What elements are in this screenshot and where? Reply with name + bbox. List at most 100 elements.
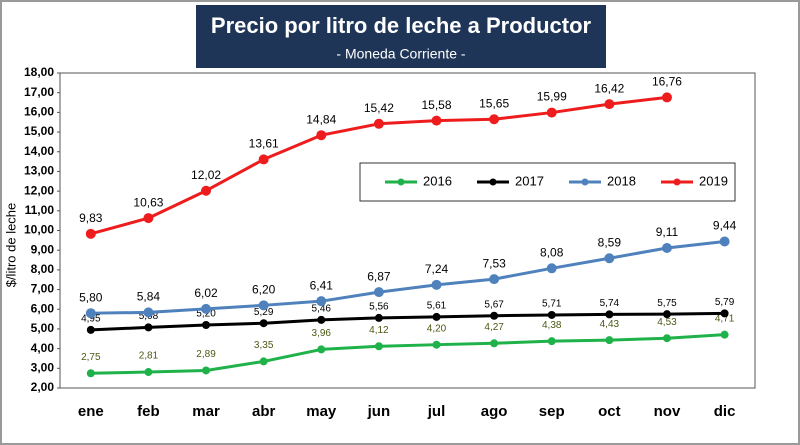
y-tick-label: 16,00	[24, 105, 54, 119]
data-label: 9,11	[656, 225, 679, 239]
data-point	[143, 307, 154, 318]
data-point	[490, 311, 499, 320]
data-point	[720, 330, 729, 339]
data-label: 5,84	[137, 290, 161, 304]
data-point	[144, 368, 153, 377]
legend-marker	[673, 178, 681, 186]
x-tick-label: oct	[598, 403, 621, 420]
data-label: 5,29	[254, 307, 274, 318]
data-label: 5,74	[600, 298, 620, 309]
y-tick-label: 10,00	[24, 223, 54, 237]
y-tick-label: 15,00	[24, 124, 54, 138]
data-label: 14,84	[306, 112, 336, 126]
legend-marker	[397, 178, 405, 186]
title-box	[196, 5, 606, 68]
y-tick-label: 18,00	[24, 65, 54, 79]
data-point	[258, 154, 269, 165]
legend-label: 2016	[423, 173, 452, 188]
data-point	[719, 236, 730, 247]
data-label: 12,02	[191, 168, 221, 182]
data-point	[259, 357, 268, 366]
data-label: 9,44	[713, 219, 737, 233]
data-label: 8,59	[598, 235, 622, 249]
data-point	[316, 130, 327, 141]
data-label: 7,24	[425, 262, 449, 276]
data-label: 4,53	[657, 317, 677, 328]
data-point	[490, 339, 499, 348]
data-label: 15,65	[479, 96, 509, 110]
data-label: 5,61	[427, 301, 447, 312]
data-point	[373, 287, 384, 298]
data-point	[317, 315, 326, 324]
data-label: 15,42	[364, 101, 394, 115]
data-point	[432, 312, 441, 321]
x-tick-label: ene	[78, 403, 104, 420]
data-point	[374, 342, 383, 351]
x-tick-label: nov	[654, 403, 681, 420]
data-label: 2,81	[139, 351, 159, 362]
data-point	[489, 114, 500, 125]
x-tick-label: feb	[137, 403, 160, 420]
data-label: 6,02	[194, 286, 218, 300]
data-point	[202, 366, 211, 375]
data-label: 5,75	[657, 298, 677, 309]
data-point	[258, 300, 269, 311]
y-tick-label: 9,00	[31, 242, 55, 256]
data-label: 4,38	[542, 320, 562, 331]
data-point	[201, 303, 212, 314]
data-label: 4,12	[369, 325, 389, 336]
data-point	[661, 92, 672, 103]
data-point	[86, 369, 95, 378]
series-line	[90, 311, 725, 332]
data-label: 6,41	[310, 278, 334, 292]
data-point	[662, 310, 671, 319]
data-point	[605, 310, 614, 319]
y-tick-label: 12,00	[24, 183, 54, 197]
y-axis-label: $/litro de leche	[3, 203, 18, 288]
data-point	[662, 334, 671, 343]
x-tick-label: abr	[252, 403, 276, 420]
data-label: 16,76	[652, 75, 682, 89]
data-point	[547, 310, 556, 319]
data-point	[661, 243, 672, 254]
data-label: 4,27	[484, 322, 504, 333]
data-label: 3,96	[312, 328, 332, 339]
data-point	[604, 253, 615, 264]
data-label: 9,83	[79, 211, 103, 225]
data-point	[202, 321, 211, 329]
data-label: 5,80	[79, 290, 103, 304]
y-tick-label: 14,00	[24, 144, 54, 158]
x-tick-label: jun	[367, 403, 391, 420]
data-label: 2,89	[196, 349, 216, 360]
data-point	[316, 296, 327, 307]
y-tick-label: 5,00	[31, 321, 55, 335]
data-point	[201, 185, 212, 196]
data-label: 5,67	[484, 299, 504, 310]
x-tick-label: mar	[192, 403, 220, 420]
data-label: 13,61	[249, 137, 279, 151]
data-label: 7,53	[482, 256, 506, 270]
data-point	[605, 336, 614, 345]
data-label: 5,71	[542, 299, 562, 310]
data-label: 16,42	[594, 81, 624, 95]
data-point	[432, 340, 441, 349]
data-point	[143, 213, 154, 224]
x-tick-label: dic	[714, 403, 736, 420]
y-tick-label: 4,00	[31, 341, 55, 355]
data-label: 15,58	[421, 98, 451, 112]
data-point	[144, 323, 153, 332]
data-label: 5,56	[369, 302, 389, 313]
data-point	[259, 319, 268, 328]
data-point	[431, 115, 442, 126]
data-label: 6,87	[367, 269, 391, 283]
data-label: 8,08	[540, 245, 564, 259]
chart-title: Precio por litro de leche a Productor	[211, 13, 592, 38]
data-point	[85, 228, 96, 239]
series-line	[90, 333, 725, 375]
y-tick-label: 11,00	[25, 203, 55, 217]
y-tick-label: 13,00	[24, 164, 54, 178]
y-tick-label: 6,00	[31, 301, 55, 315]
legend-label: 2019	[699, 173, 728, 188]
data-point	[374, 313, 383, 322]
